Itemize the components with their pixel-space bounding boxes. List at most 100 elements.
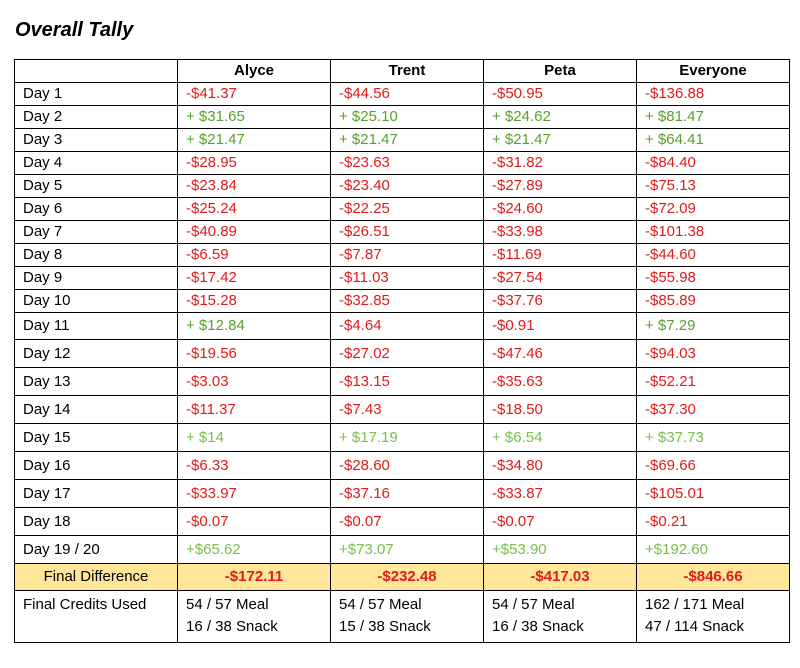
day-label: Day 13 [14, 367, 178, 396]
header-row: Alyce Trent Peta Everyone [14, 59, 790, 83]
value-cell-trent: -$23.40 [330, 174, 484, 198]
day-label: Day 14 [14, 395, 178, 424]
day-label: Day 2 [14, 105, 178, 129]
value-cell-peta: -$0.91 [483, 312, 637, 340]
value-cell-everyone: -$37.30 [636, 395, 790, 424]
day-label: Day 1 [14, 82, 178, 106]
value-cell-everyone: +$192.60 [636, 535, 790, 564]
value-cell-alyce: +$65.62 [177, 535, 331, 564]
value-cell-everyone: -$52.21 [636, 367, 790, 396]
credits-meal: 54 / 57 Meal [186, 596, 269, 613]
value-cell-peta: -$47.46 [483, 339, 637, 368]
header-cell-blank [14, 59, 178, 83]
value-cell-peta: -$11.69 [483, 243, 637, 267]
value-cell-alyce: -$11.37 [177, 395, 331, 424]
day-row: Day 5 -$23.84 -$23.40 -$27.89 -$75.13 [14, 174, 790, 198]
value-cell-alyce: -$19.56 [177, 339, 331, 368]
header-cell-peta: Peta [483, 59, 637, 83]
day-row: Day 6 -$25.24 -$22.25 -$24.60 -$72.09 [14, 197, 790, 221]
value-cell-everyone: -$44.60 [636, 243, 790, 267]
header-cell-alyce: Alyce [177, 59, 331, 83]
value-cell-alyce: -$25.24 [177, 197, 331, 221]
final-difference-row: Final Difference -$172.11 -$232.48 -$417… [14, 563, 790, 591]
value-cell-trent: -$44.56 [330, 82, 484, 106]
value-cell-peta: -$31.82 [483, 151, 637, 175]
value-cell-trent: + $25.10 [330, 105, 484, 129]
value-cell-peta: -$24.60 [483, 197, 637, 221]
day-label: Day 4 [14, 151, 178, 175]
day-label: Day 7 [14, 220, 178, 244]
final-difference-alyce: -$172.11 [177, 563, 331, 591]
final-credits-row: Final Credits Used 54 / 57 Meal 16 / 38 … [14, 590, 790, 643]
day-row: Day 15 + $14 + $17.19 + $6.54 + $37.73 [14, 423, 790, 452]
day-row: Day 1 -$41.37 -$44.56 -$50.95 -$136.88 [14, 82, 790, 106]
value-cell-everyone: -$69.66 [636, 451, 790, 480]
day-row: Day 4 -$28.95 -$23.63 -$31.82 -$84.40 [14, 151, 790, 175]
value-cell-trent: -$37.16 [330, 479, 484, 508]
day-row: Day 17 -$33.97 -$37.16 -$33.87 -$105.01 [14, 479, 790, 508]
value-cell-peta: -$33.98 [483, 220, 637, 244]
value-cell-alyce: + $21.47 [177, 128, 331, 152]
value-cell-everyone: + $81.47 [636, 105, 790, 129]
value-cell-alyce: -$41.37 [177, 82, 331, 106]
value-cell-peta: -$37.76 [483, 289, 637, 313]
day-row: Day 18 -$0.07 -$0.07 -$0.07 -$0.21 [14, 507, 790, 536]
day-row: Day 16 -$6.33 -$28.60 -$34.80 -$69.66 [14, 451, 790, 480]
day-row: Day 13 -$3.03 -$13.15 -$35.63 -$52.21 [14, 367, 790, 396]
value-cell-alyce: -$17.42 [177, 266, 331, 290]
value-cell-peta: -$0.07 [483, 507, 637, 536]
value-cell-peta: + $21.47 [483, 128, 637, 152]
header-cell-everyone: Everyone [636, 59, 790, 83]
value-cell-trent: -$4.64 [330, 312, 484, 340]
day-label: Day 16 [14, 451, 178, 480]
final-difference-everyone: -$846.66 [636, 563, 790, 591]
value-cell-everyone: -$84.40 [636, 151, 790, 175]
value-cell-alyce: -$15.28 [177, 289, 331, 313]
day-label: Day 3 [14, 128, 178, 152]
day-row: Day 14 -$11.37 -$7.43 -$18.50 -$37.30 [14, 395, 790, 424]
day-row: Day 12 -$19.56 -$27.02 -$47.46 -$94.03 [14, 339, 790, 368]
value-cell-alyce: -$23.84 [177, 174, 331, 198]
value-cell-peta: -$27.89 [483, 174, 637, 198]
day-label: Day 15 [14, 423, 178, 452]
final-credits-everyone: 162 / 171 Meal 47 / 114 Snack [636, 590, 790, 643]
final-credits-label: Final Credits Used [14, 590, 178, 643]
tally-table: Alyce Trent Peta Everyone Day 1 -$41.37 -$… [14, 59, 790, 643]
value-cell-everyone: + $7.29 [636, 312, 790, 340]
credits-snack: 15 / 38 Snack [339, 618, 431, 635]
value-cell-alyce: -$6.33 [177, 451, 331, 480]
value-cell-alyce: -$33.97 [177, 479, 331, 508]
page-title: Overall Tally [15, 19, 134, 41]
day-row: Day 3 + $21.47 + $21.47 + $21.47 + $64.41 [14, 128, 790, 152]
credits-meal: 54 / 57 Meal [339, 596, 422, 613]
day-row: Day 11 + $12.84 -$4.64 -$0.91 + $7.29 [14, 312, 790, 340]
value-cell-alyce: + $14 [177, 423, 331, 452]
day-label: Day 18 [14, 507, 178, 536]
value-cell-trent: -$32.85 [330, 289, 484, 313]
final-credits-trent: 54 / 57 Meal 15 / 38 Snack [330, 590, 484, 643]
final-difference-label: Final Difference [14, 563, 178, 591]
value-cell-peta: + $24.62 [483, 105, 637, 129]
header-cell-trent: Trent [330, 59, 484, 83]
day-label: Day 12 [14, 339, 178, 368]
day-label: Day 17 [14, 479, 178, 508]
value-cell-everyone: -$75.13 [636, 174, 790, 198]
day-label: Day 5 [14, 174, 178, 198]
value-cell-alyce: -$40.89 [177, 220, 331, 244]
value-cell-trent: -$27.02 [330, 339, 484, 368]
day-row: Day 7 -$40.89 -$26.51 -$33.98 -$101.38 [14, 220, 790, 244]
final-difference-peta: -$417.03 [483, 563, 637, 591]
value-cell-trent: -$0.07 [330, 507, 484, 536]
value-cell-trent: +$73.07 [330, 535, 484, 564]
value-cell-everyone: -$72.09 [636, 197, 790, 221]
day-label: Day 8 [14, 243, 178, 267]
value-cell-trent: -$22.25 [330, 197, 484, 221]
day-row: Day 9 -$17.42 -$11.03 -$27.54 -$55.98 [14, 266, 790, 290]
value-cell-peta: -$35.63 [483, 367, 637, 396]
day-label: Day 10 [14, 289, 178, 313]
value-cell-peta: -$18.50 [483, 395, 637, 424]
value-cell-alyce: -$3.03 [177, 367, 331, 396]
day-label: Day 19 / 20 [14, 535, 178, 564]
day-label: Day 6 [14, 197, 178, 221]
value-cell-alyce: -$6.59 [177, 243, 331, 267]
